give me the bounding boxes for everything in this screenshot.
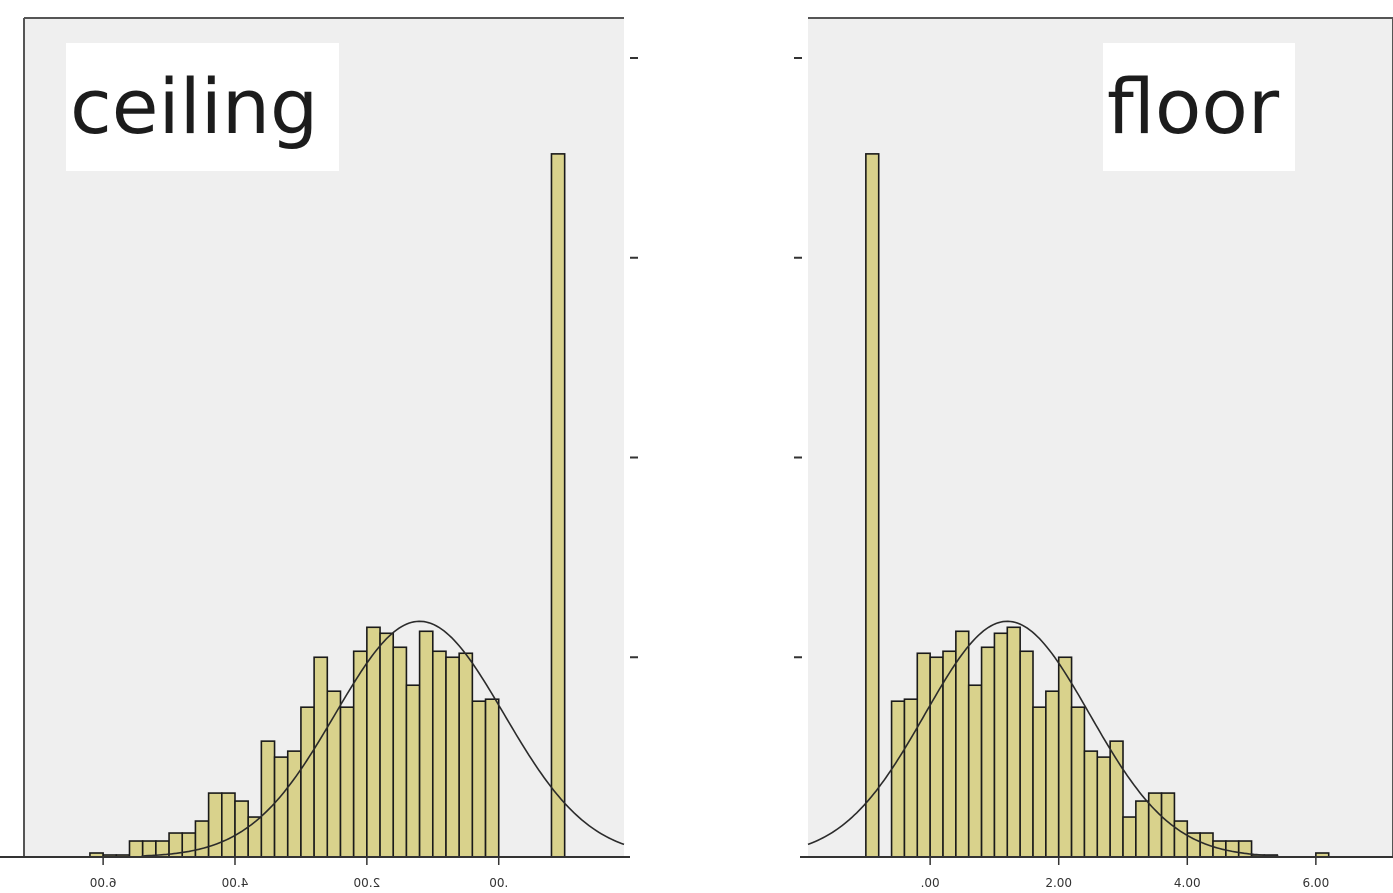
histogram-bar [1057, 656, 1073, 858]
histogram-bar [1225, 840, 1240, 858]
histogram-bar [916, 652, 931, 858]
histogram-bar [1122, 816, 1137, 858]
histogram-bar [967, 684, 983, 858]
histogram-bar [418, 630, 434, 858]
histogram-bar [273, 756, 289, 858]
histogram-bar [1045, 690, 1060, 858]
histogram-bar [1147, 792, 1163, 858]
x-tick-label: 4.00 [222, 876, 249, 890]
histogram-bar [300, 706, 315, 858]
histogram-bar [865, 153, 880, 858]
histogram-bar [445, 656, 460, 858]
floor-panel-title: floor [1103, 43, 1295, 171]
histogram-bar [1083, 750, 1099, 858]
histogram-bar [366, 626, 381, 858]
x-tick-label: 4.00 [1174, 876, 1201, 890]
histogram-bar [980, 646, 996, 858]
histogram-bar [405, 684, 421, 858]
histogram-bar [1173, 820, 1189, 858]
histogram-bar [128, 840, 144, 858]
histogram-bar [484, 698, 500, 858]
histogram-bar [890, 700, 906, 858]
histogram-bar [942, 650, 957, 858]
x-tick-label: .00 [921, 876, 940, 890]
histogram-bar [207, 792, 223, 858]
histogram-bar [221, 792, 236, 858]
histogram-bar [260, 740, 276, 858]
x-tick-label: 6.00 [90, 876, 117, 890]
histogram-bar [181, 832, 197, 858]
histogram-bar [1019, 650, 1034, 858]
histogram-bar [194, 820, 210, 858]
x-tick-label: .00 [489, 876, 508, 890]
histogram-bar [379, 632, 395, 858]
histogram-bar [1070, 706, 1086, 858]
histogram-bar [471, 700, 487, 858]
floor-histogram-panel: .00 2.00 4.00 6.00 [794, 17, 1393, 890]
histogram-bar [903, 698, 919, 858]
histogram-bar [1032, 706, 1047, 858]
x-tick-label: 6.00 [1302, 876, 1329, 890]
histogram-bar [313, 656, 329, 858]
x-tick-label: 2.00 [1045, 876, 1072, 890]
x-tick-label: 2.00 [353, 876, 380, 890]
histogram-bar [431, 650, 447, 858]
ceiling-panel-title: ceiling [66, 43, 339, 171]
histogram-bar [1096, 756, 1111, 858]
histogram-bar [339, 706, 355, 858]
histogram-bar [1006, 626, 1021, 858]
histogram-bar [1135, 800, 1150, 858]
normal-curve [141, 620, 625, 857]
histogram-bar [955, 630, 970, 858]
histogram-bar [993, 632, 1009, 858]
histogram-bar [247, 816, 263, 858]
histogram-bar [458, 652, 474, 858]
histogram-bar [392, 646, 408, 858]
normal-curve [807, 620, 1279, 857]
histogram-bar [550, 153, 566, 858]
histogram-bar [352, 650, 368, 858]
histogram-bar [286, 750, 302, 858]
